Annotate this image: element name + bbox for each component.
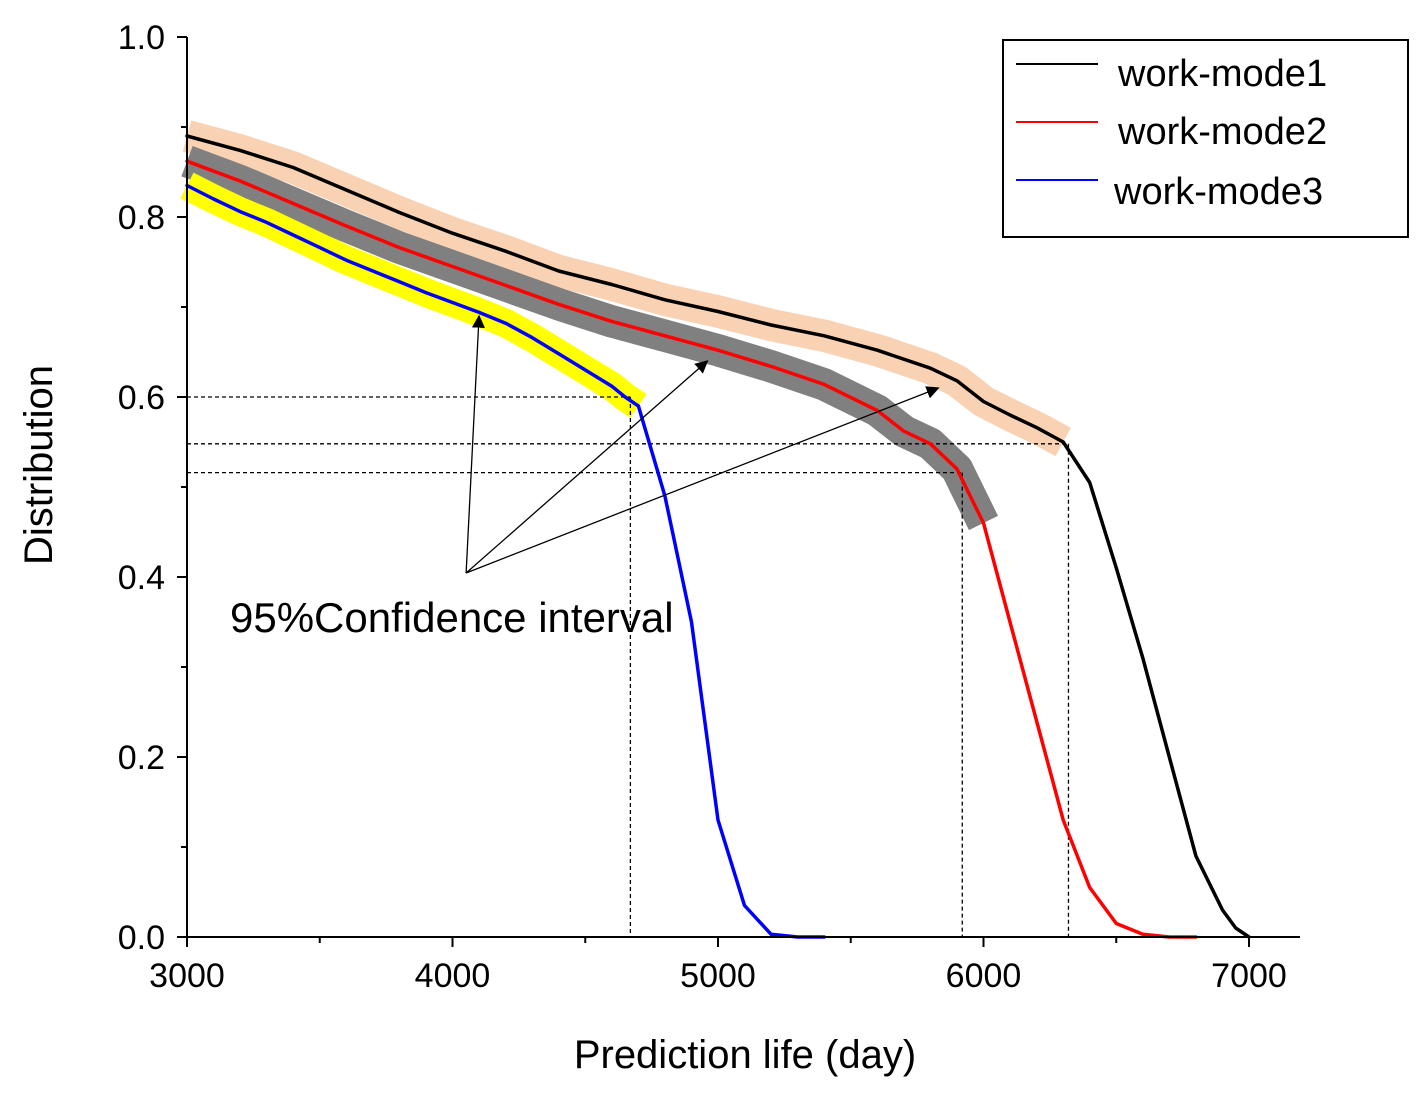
legend: work-mode1 work-mode2 work-mode3 <box>1002 39 1409 238</box>
y-tick-label: 0.8 <box>118 199 165 237</box>
annotation-arrow-1 <box>465 314 485 574</box>
legend-box <box>1002 39 1409 238</box>
confidence-annotation: 95%Confidence interval <box>230 314 940 641</box>
y-tick-label: 0.6 <box>118 379 165 417</box>
series-line-mode3 <box>185 183 826 939</box>
legend-label-mode3: work-mode3 <box>1113 171 1323 213</box>
x-tick-label: 6000 <box>946 957 1022 995</box>
annotation-arrow-3 <box>465 386 940 574</box>
y-tick-label: 0.4 <box>118 559 165 597</box>
x-tick-label: 3000 <box>149 957 225 995</box>
annotation-arrow-2 <box>465 360 709 574</box>
legend-label-mode1: work-mode1 <box>1117 53 1327 95</box>
legend-label-mode2: work-mode2 <box>1117 111 1327 153</box>
x-tick-label: 4000 <box>415 957 491 995</box>
y-tick-label: 0.2 <box>118 739 165 777</box>
x-axis-label: Prediction life (day) <box>574 1033 916 1077</box>
y-tick-label: 0.0 <box>118 919 165 957</box>
series-line-mode2 <box>185 159 1198 939</box>
x-tick-label: 5000 <box>680 957 756 995</box>
reference-lines <box>187 396 1070 937</box>
series-line-mode1 <box>185 134 1251 939</box>
axis-ticks: 3000 4000 5000 6000 7000 0.0 0.2 0.4 0.6 0.8 1.0 <box>118 19 1287 995</box>
confidence-bands <box>180 120 1071 531</box>
y-tick-label: 1.0 <box>118 19 165 57</box>
series-lines <box>185 134 1251 939</box>
x-tick-label: 7000 <box>1211 957 1287 995</box>
y-axis-label: Distribution <box>17 365 61 565</box>
annotation-text: 95%Confidence interval <box>230 594 674 641</box>
